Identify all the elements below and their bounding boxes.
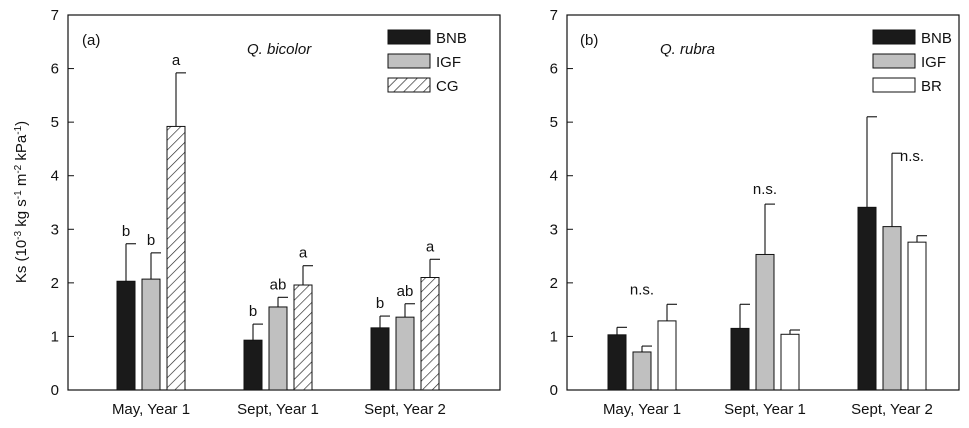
significance-letter: b	[249, 303, 257, 320]
bar-cg	[166, 125, 186, 391]
y-axis-label-part: Ks (10	[13, 240, 30, 283]
x-category-label: May, Year 1	[603, 401, 681, 418]
legend-swatch-igf	[387, 53, 431, 69]
significance-letter: a	[172, 52, 181, 69]
legend-swatch-cg	[387, 77, 431, 93]
bar-igf	[268, 306, 288, 391]
legend-swatch-igf	[872, 53, 916, 69]
y-tick-label: 3	[51, 221, 59, 238]
significance-letter: b	[122, 223, 130, 240]
group-annotation-ns: n.s.	[900, 148, 924, 165]
panel-a: 0 1 2 3 4 5 6 7 May, Year 1 Sept, Year 1 Sept, Yea…	[13, 7, 501, 418]
bar-igf	[395, 316, 415, 391]
significance-letter: a	[299, 245, 308, 262]
legend-label: BNB	[921, 30, 952, 47]
species-label: Q. bicolor	[247, 41, 312, 58]
bar-bnb	[370, 327, 390, 391]
x-category-label: Sept, Year 2	[364, 401, 446, 418]
y-axis-label-part: m	[13, 174, 30, 191]
y-tick-label: 5	[550, 114, 558, 131]
legend-swatch-br	[872, 77, 916, 93]
panel-label: (a)	[82, 32, 100, 49]
panel-label: (b)	[580, 32, 598, 49]
y-axis-label-superscript: -1	[13, 190, 24, 199]
bar-cg	[420, 277, 440, 391]
y-axis-label-part: kg s	[13, 199, 30, 231]
legend-label: CG	[436, 78, 459, 95]
bar-bnb	[730, 327, 750, 391]
y-tick-label: 3	[550, 221, 558, 238]
significance-letter: a	[426, 238, 435, 255]
bar-bnb	[607, 334, 627, 391]
significance-letter: ab	[270, 276, 287, 293]
y-axis-label-part: kPa	[13, 134, 30, 165]
legend-swatch-bnb	[872, 29, 916, 45]
y-tick-label: 1	[51, 328, 59, 345]
y-tick-label: 1	[550, 328, 558, 345]
legend-swatch-bnb	[387, 29, 431, 45]
y-axis-label-superscript: -2	[13, 164, 24, 173]
bar-cg	[293, 284, 313, 391]
y-tick-label: 2	[550, 275, 558, 292]
y-tick-label: 6	[550, 61, 558, 78]
y-tick-label: 4	[550, 168, 558, 185]
legend-label: BNB	[436, 30, 467, 47]
bar-bnb	[116, 280, 136, 391]
legend-label: BR	[921, 78, 942, 95]
panel-b: 0 1 2 3 4 5 6 7 May, Year 1 Sept, Year 1 Sept, Yea…	[550, 7, 960, 418]
y-tick-label: 2	[51, 275, 59, 292]
significance-letter: b	[376, 295, 384, 312]
bar-igf	[882, 226, 902, 391]
species-label: Q. rubra	[660, 41, 715, 58]
x-category-label: Sept, Year 1	[724, 401, 806, 418]
bar-bnb	[243, 339, 263, 391]
y-tick-label: 4	[51, 168, 59, 185]
bar-bnb	[857, 206, 877, 391]
legend-label: IGF	[921, 54, 946, 71]
bar-br	[780, 333, 800, 391]
legend-label: IGF	[436, 54, 461, 71]
significance-letter: ab	[397, 283, 414, 300]
y-tick-label: 7	[51, 7, 59, 24]
y-axis-label: Ks (10-3 kg s-1 m-2 kPa-1)	[13, 121, 31, 283]
x-category-label: Sept, Year 1	[237, 401, 319, 418]
bar-igf	[632, 351, 652, 391]
y-tick-label: 5	[51, 114, 59, 131]
significance-letter: b	[147, 232, 155, 249]
group-annotation-ns: n.s.	[753, 181, 777, 198]
y-axis-label-part: )	[13, 121, 30, 126]
x-category-label: Sept, Year 2	[851, 401, 933, 418]
bar-igf	[141, 278, 161, 391]
y-tick-label: 0	[550, 382, 558, 399]
y-tick-label: 0	[51, 382, 59, 399]
bar-br	[657, 320, 677, 391]
y-tick-label: 6	[51, 61, 59, 78]
group-annotation-ns: n.s.	[630, 281, 654, 298]
y-axis-label-superscript: -3	[13, 230, 24, 239]
bar-igf	[755, 253, 775, 391]
x-category-label: May, Year 1	[112, 401, 190, 418]
y-axis-label-superscript: -1	[13, 125, 24, 134]
bar-br	[907, 241, 927, 391]
y-tick-label: 7	[550, 7, 558, 24]
